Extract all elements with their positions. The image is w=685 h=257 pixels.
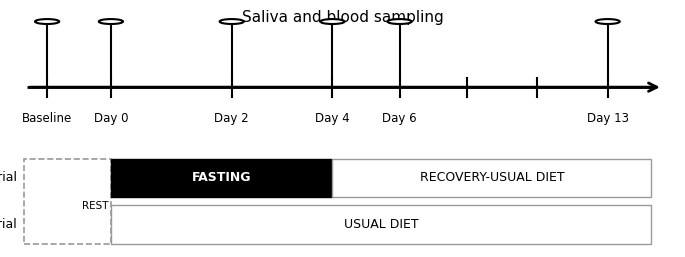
Text: FAST trial: FAST trial xyxy=(0,171,17,185)
FancyBboxPatch shape xyxy=(111,159,332,197)
Circle shape xyxy=(595,19,620,24)
Text: FASTING: FASTING xyxy=(192,171,251,185)
FancyBboxPatch shape xyxy=(23,159,111,244)
FancyBboxPatch shape xyxy=(332,159,651,197)
Text: Day 2: Day 2 xyxy=(214,112,249,125)
Text: REST: REST xyxy=(82,201,109,211)
Circle shape xyxy=(220,19,244,24)
Text: RECOVERY-USUAL DIET: RECOVERY-USUAL DIET xyxy=(419,171,564,185)
FancyBboxPatch shape xyxy=(111,205,651,244)
Circle shape xyxy=(321,19,345,24)
Text: Day 0: Day 0 xyxy=(94,112,128,125)
Text: Day 6: Day 6 xyxy=(382,112,417,125)
Text: Day 13: Day 13 xyxy=(586,112,629,125)
Text: CON trial: CON trial xyxy=(0,218,17,231)
Text: USUAL DIET: USUAL DIET xyxy=(344,218,419,231)
Circle shape xyxy=(35,19,59,24)
Text: Baseline: Baseline xyxy=(22,112,72,125)
Text: Day 4: Day 4 xyxy=(315,112,350,125)
Circle shape xyxy=(388,19,412,24)
Text: Saliva and blood sampling: Saliva and blood sampling xyxy=(242,11,443,25)
Circle shape xyxy=(99,19,123,24)
